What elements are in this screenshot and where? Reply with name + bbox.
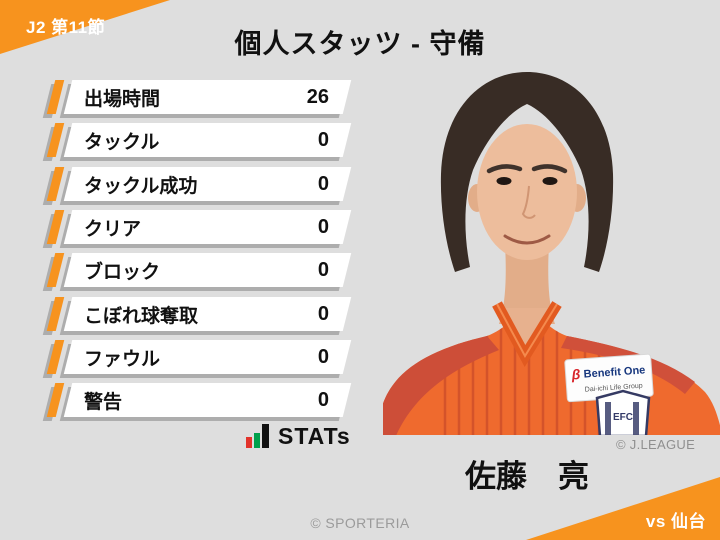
stat-row: ブロック 0 xyxy=(63,253,352,287)
stat-row: タックル成功 0 xyxy=(63,167,352,201)
bar-chart-icon xyxy=(246,424,269,448)
jersey-right-shoulder-panel xyxy=(561,336,695,394)
stat-value: 0 xyxy=(317,215,329,238)
page-title: 個人スタッツ - 守備 xyxy=(234,29,486,59)
stats-logo: STATs xyxy=(246,424,351,448)
stat-label: クリア xyxy=(84,218,142,240)
stat-row: タックル 0 xyxy=(63,123,352,157)
stat-value: 0 xyxy=(317,258,329,281)
player-name: 佐藤 亮 xyxy=(465,459,589,494)
stat-label: タックル成功 xyxy=(84,175,198,197)
jersey-neck-opening xyxy=(503,308,551,352)
jersey-sponsor-patch: β Benefit One Dai-ichi Life Group xyxy=(564,353,654,403)
stat-value: 26 xyxy=(306,85,329,108)
stats-logo-text: STATs xyxy=(278,423,351,449)
sponsor-name: Benefit One xyxy=(583,364,645,380)
player-facial-features xyxy=(486,164,568,245)
stat-value: 0 xyxy=(317,302,329,325)
stat-value: 0 xyxy=(317,388,329,411)
stat-label: こぼれ球奪取 xyxy=(84,305,199,327)
stat-value: 0 xyxy=(317,172,329,195)
player-hair xyxy=(440,72,614,272)
player-photo-illustration: β Benefit One Dai-ichi Life Group EFC xyxy=(381,72,720,438)
round-badge: J2 第11節 xyxy=(26,18,106,37)
photo-credit: © J.LEAGUE xyxy=(616,437,696,452)
player-photo: β Benefit One Dai-ichi Life Group EFC xyxy=(381,58,720,438)
crest-text: EFC xyxy=(613,412,633,423)
stat-row: クリア 0 xyxy=(63,210,352,244)
stat-label: ブロック xyxy=(84,261,161,283)
stat-row: 出場時間 26 xyxy=(63,80,352,114)
stat-row: ファウル 0 xyxy=(63,340,352,374)
player-face xyxy=(477,124,577,260)
player-neck xyxy=(499,244,555,324)
sponsor-sub: Dai-ichi Life Group xyxy=(585,383,643,394)
stat-row: こぼれ球奪取 0 xyxy=(63,297,352,331)
jersey-crest: EFC xyxy=(595,389,651,438)
stat-label: 警告 xyxy=(84,391,123,413)
stat-label: ファウル xyxy=(84,348,161,370)
opponent-badge: vs 仙台 xyxy=(645,512,706,531)
stat-value: 0 xyxy=(317,128,329,151)
stat-row: 警告 0 xyxy=(63,383,352,417)
sponsor-mark: β xyxy=(570,366,581,383)
stat-label: 出場時間 xyxy=(84,88,161,110)
jersey-left-shoulder-panel xyxy=(381,336,499,438)
site-credit: © SPORTERIA xyxy=(310,515,410,531)
stat-label: タックル xyxy=(84,131,160,153)
stat-value: 0 xyxy=(317,345,329,368)
